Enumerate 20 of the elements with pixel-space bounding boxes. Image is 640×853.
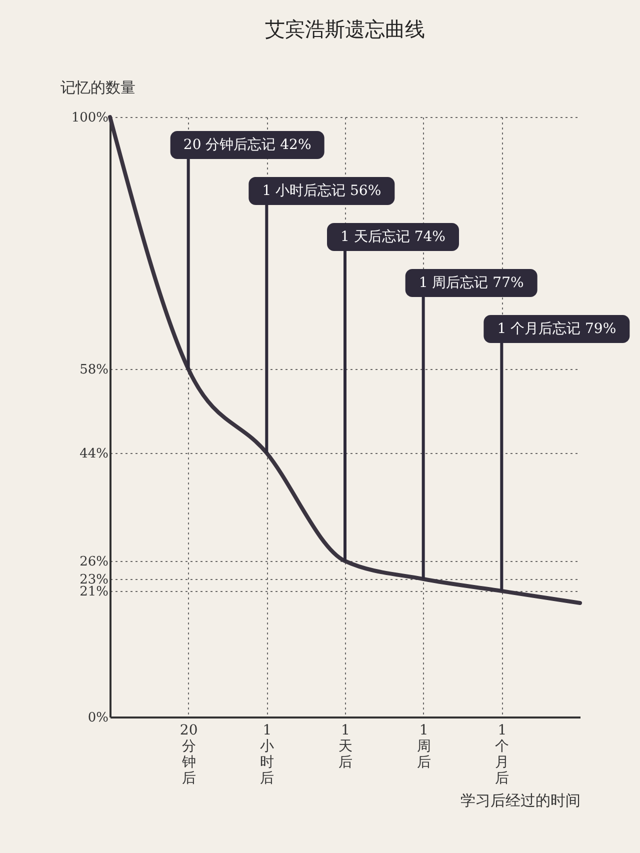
annotation: 20 分钟后忘记 42% [183,136,312,153]
y-tick-label: 26% [80,554,108,570]
x-tick-label: 20分钟后 [180,722,198,786]
x-tick-label: 1个月后 [495,722,510,786]
x-tick-label: 1天后 [338,722,352,770]
y-tick-label: 21% [80,584,108,600]
annotation: 1 周后忘记 77% [418,274,524,291]
y-tick-label: 44% [80,446,108,462]
y-tick-label: 100% [71,110,108,126]
y-axis-title: 记忆的数量 [60,78,136,96]
line-series [108,115,582,605]
annotation: 1 小时后忘记 56% [262,182,382,199]
annotation: 1 天后忘记 74% [340,228,446,245]
y-tick-label: 58% [80,362,108,378]
x-tick-label: 1小时后 [260,722,274,786]
x-tick-label: 1周后 [416,722,431,770]
annotation: 1 个月后忘记 79% [497,320,616,337]
y-tick-label: 0% [88,710,108,726]
chart-title: 艾宾浩斯遗忘曲线 [265,17,425,41]
x-axis-title: 学习后经过的时间 [460,792,580,810]
